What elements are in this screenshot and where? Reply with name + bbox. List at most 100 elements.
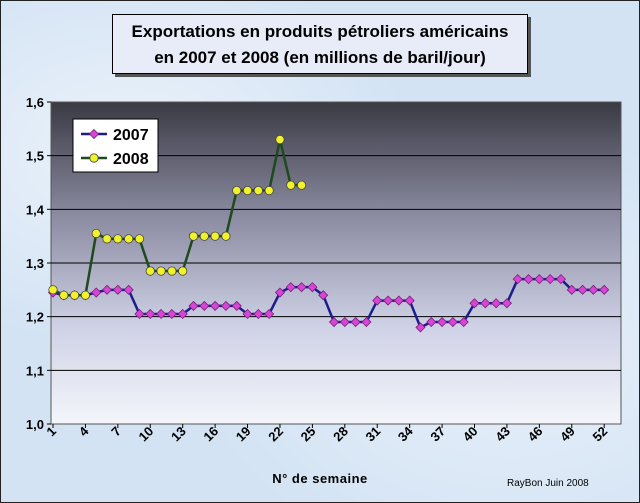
- data-point: [112, 284, 123, 295]
- credit-text: RayBon Juin 2008: [507, 478, 589, 489]
- data-point: [577, 284, 588, 295]
- legend-marker: [88, 128, 100, 140]
- data-point: [178, 266, 188, 276]
- data-point: [145, 308, 156, 320]
- data-point: [124, 234, 134, 244]
- data-point: [447, 316, 458, 328]
- data-point: [102, 234, 112, 244]
- series-2007: [47, 274, 610, 333]
- legend-label: 2007: [113, 127, 149, 144]
- data-point: [167, 266, 177, 276]
- y-tick-label: 1,3: [26, 256, 44, 271]
- x-tick-label: 1: [43, 424, 59, 440]
- series-line: [52, 277, 605, 330]
- data-point: [123, 284, 134, 295]
- data-point: [59, 290, 69, 300]
- x-tick-label: 52: [589, 424, 610, 445]
- x-tick-label: 25: [298, 424, 319, 445]
- legend-box: [72, 118, 159, 173]
- data-point: [437, 316, 448, 328]
- x-tick-label: 22: [265, 424, 286, 445]
- x-tick-label: 37: [427, 424, 448, 445]
- data-point: [210, 300, 221, 311]
- data-point: [296, 282, 307, 293]
- data-point: [156, 266, 166, 276]
- data-point: [469, 298, 480, 309]
- data-point: [113, 234, 123, 244]
- data-point: [199, 231, 209, 241]
- data-point: [101, 284, 113, 295]
- data-point: [91, 228, 101, 239]
- data-point: [328, 316, 340, 328]
- x-tick-label: 31: [363, 424, 384, 445]
- data-point: [210, 231, 220, 241]
- data-point: [382, 295, 394, 306]
- data-point: [232, 185, 242, 196]
- data-point: [199, 300, 210, 311]
- data-point: [534, 274, 545, 285]
- data-point: [188, 300, 199, 311]
- data-point: [296, 180, 307, 190]
- legend-marker: [89, 153, 99, 163]
- data-point: [264, 308, 275, 320]
- data-point: [491, 298, 502, 309]
- data-point: [285, 282, 296, 293]
- data-point: [415, 322, 426, 333]
- legend-label: 2008: [113, 151, 149, 168]
- chart-title-box: Exportations en produits pétroliers amér…: [112, 14, 528, 74]
- data-point: [220, 300, 231, 311]
- data-point: [286, 180, 296, 190]
- data-point: [393, 295, 404, 306]
- x-tick-label: 19: [233, 424, 254, 445]
- data-point: [307, 282, 318, 293]
- data-point: [480, 298, 491, 309]
- data-point: [134, 308, 145, 320]
- data-point: [166, 308, 177, 320]
- data-point: [177, 308, 188, 320]
- data-point: [555, 274, 567, 285]
- data-point: [566, 284, 577, 295]
- x-tick-label: 43: [492, 424, 513, 445]
- data-point: [91, 287, 102, 298]
- data-point: [588, 284, 599, 295]
- x-tick-label: 40: [460, 424, 481, 445]
- chart-title: Exportations en produits pétroliers amér…: [131, 22, 509, 41]
- data-point: [134, 234, 145, 244]
- x-tick-label: 10: [136, 424, 157, 445]
- y-tick-label: 1,5: [26, 149, 44, 164]
- data-point: [361, 316, 372, 328]
- x-tick-label: 7: [108, 424, 124, 440]
- data-point: [275, 134, 285, 145]
- series-2008: [48, 134, 307, 300]
- data-point: [523, 274, 534, 285]
- data-point: [350, 316, 361, 328]
- data-point: [599, 284, 610, 295]
- x-tick-label: 16: [200, 424, 221, 445]
- data-point: [253, 185, 263, 196]
- data-point: [264, 185, 274, 196]
- data-point: [242, 185, 253, 196]
- data-point: [145, 266, 155, 276]
- x-tick-label: 46: [525, 424, 546, 445]
- y-tick-label: 1,2: [26, 310, 44, 325]
- x-tick-label: 34: [395, 423, 416, 444]
- data-point: [48, 285, 58, 295]
- x-tick-label: 49: [557, 424, 578, 445]
- y-tick-label: 1,6: [26, 95, 44, 110]
- x-tick-label: 28: [330, 424, 351, 445]
- data-point: [458, 316, 469, 328]
- data-point: [339, 316, 350, 328]
- x-axis-label: N° de semaine: [272, 471, 368, 486]
- data-point: [545, 274, 556, 285]
- data-point: [253, 308, 264, 320]
- data-point: [80, 290, 91, 300]
- data-point: [512, 274, 523, 285]
- data-point: [372, 295, 383, 306]
- chart-subtitle: en 2007 et 2008 (en millions de baril/jo…: [154, 48, 486, 67]
- data-point: [70, 290, 80, 300]
- data-point: [501, 298, 512, 309]
- x-tick-label: 4: [76, 423, 92, 439]
- data-point: [318, 290, 329, 301]
- data-point: [231, 300, 242, 311]
